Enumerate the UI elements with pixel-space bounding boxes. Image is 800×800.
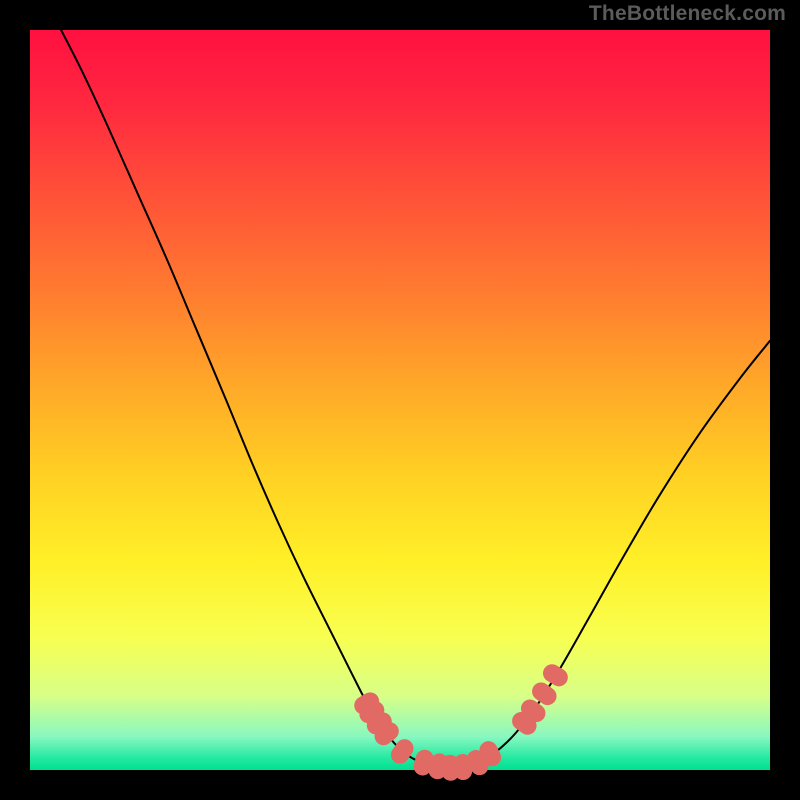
gradient-background bbox=[30, 30, 770, 770]
chart-frame bbox=[0, 0, 800, 800]
bottleneck-chart bbox=[0, 0, 800, 800]
